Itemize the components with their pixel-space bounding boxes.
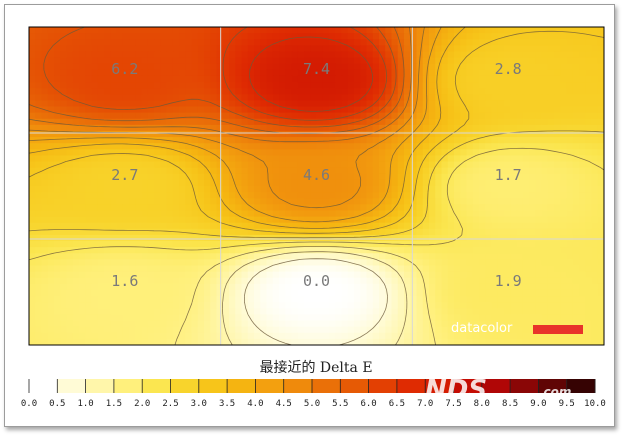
plot-border [28,26,605,346]
color-scale-swatch [566,379,596,393]
datacolor-logo: datacolor [451,321,583,336]
cell-value-label: 4.6 [303,166,330,184]
color-scale-label: 1.5 [106,399,122,409]
color-scale-swatch [57,379,87,393]
color-scale-label: 7.5 [445,399,461,409]
color-scale-label: 3.5 [219,399,235,409]
cell-value-label: 1.9 [495,272,522,290]
watermark-text: NDS [425,375,487,405]
color-scale-label: 6.0 [360,399,376,409]
color-scale-swatch [283,379,313,393]
color-scale-label: 6.5 [389,399,405,409]
color-scale-label: 7.0 [417,399,433,409]
color-scale-swatch [29,379,58,393]
chart-frame: 6.2 7.4 2.8 2.7 4.6 1.7 1.6 0.0 1.9 datacolor 最接… [4,4,615,427]
color-scale-label: 8.0 [474,399,490,409]
color-scale-label: 9.5 [559,399,575,409]
color-scale-swatch [227,379,256,393]
watermark-suffix: .com [539,385,571,399]
color-scale-label: 0.5 [49,399,65,409]
color-scale-swatch [538,379,568,393]
color-scale-swatch [142,379,171,393]
color-scale-label: 4.0 [247,399,263,409]
cell-value-label: 1.6 [111,272,138,290]
color-scale-swatch [368,379,398,393]
color-scale-ticks [28,379,596,393]
color-scale-label: 9.0 [530,399,546,409]
color-scale-swatch [85,379,115,393]
cell-value-labels: 6.2 7.4 2.8 2.7 4.6 1.7 1.6 0.0 1.9 [111,60,521,290]
color-scale-label: 5.5 [332,399,348,409]
chart-title: 最接近的 Delta E [259,359,372,376]
datacolor-logo-bar [533,325,583,334]
color-scale-label: 0.0 [21,399,37,409]
delta-e-heatmap-chart: 6.2 7.4 2.8 2.7 4.6 1.7 1.6 0.0 1.9 datacolor 最接… [21,26,606,409]
color-scale-label: 5.0 [304,399,320,409]
color-scale-swatch [340,379,370,393]
cell-value-label: 1.7 [495,166,522,184]
contour-lines [29,27,604,345]
color-scale-labels: 0.0 0.5 1.0 1.5 2.0 2.5 3.0 3.5 4.0 4.5 5.0 5.5 6.0 6… [21,399,606,409]
site-watermark: NDS .com [425,375,571,405]
color-scale-swatch [170,379,200,393]
heatmap-surface [29,27,604,345]
color-scale-label: 1.0 [77,399,93,409]
cell-value-label: 2.8 [495,60,522,78]
grid-lines [29,27,604,345]
color-scale-swatch [113,379,143,393]
cell-value-label: 7.4 [303,60,330,78]
color-scale-label: 4.5 [276,399,292,409]
color-scale-label: 3.0 [191,399,207,409]
cell-value-label: 6.2 [111,60,138,78]
color-scale-label: 8.5 [502,399,518,409]
color-scale-swatch [510,379,539,393]
color-scale-label: 10.0 [584,399,606,409]
color-scale-swatch [453,379,483,393]
contour-path [29,27,604,345]
color-scale-swatch [312,379,341,393]
color-scale-swatch [425,379,454,393]
color-scale-swatch [198,379,228,393]
cell-value-label: 2.7 [111,166,138,184]
color-scale-swatch [255,379,285,393]
color-scale-swatch [396,379,426,393]
datacolor-logo-text: datacolor [451,321,513,336]
color-scale-label: 2.0 [134,399,150,409]
cell-value-label: 0.0 [303,272,330,290]
color-scale-legend [29,379,596,393]
color-scale-label: 2.5 [162,399,178,409]
color-scale-swatch [481,379,511,393]
